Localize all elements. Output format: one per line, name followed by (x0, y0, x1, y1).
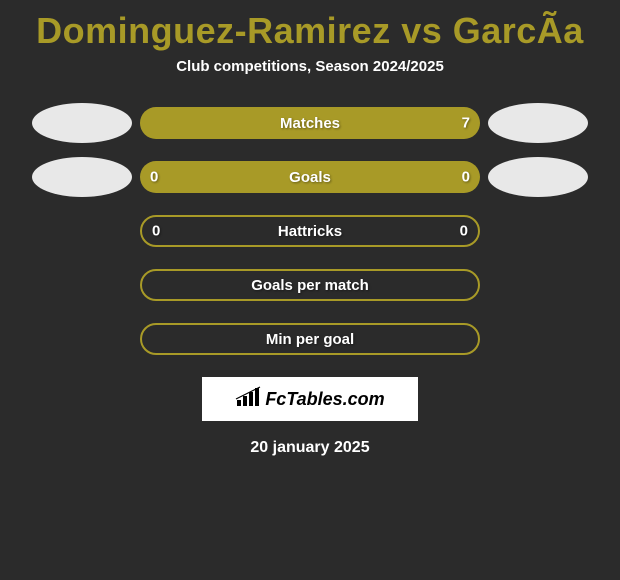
stat-value-left: 0 (150, 169, 158, 186)
stat-label: Min per goal (266, 331, 354, 348)
logo-text: FcTables.com (265, 389, 384, 410)
stat-bar: Matches 7 (140, 107, 480, 139)
stat-label: Goals per match (251, 277, 369, 294)
logo-box: FcTables.com (202, 377, 418, 421)
stat-row: 0 Goals 0 (0, 157, 620, 197)
date-label: 20 january 2025 (0, 439, 620, 457)
stat-label: Goals (289, 169, 331, 186)
page-title: Dominguez-Ramirez vs GarcÃ­a (0, 0, 620, 58)
stat-label: Matches (280, 115, 340, 132)
stat-value-right: 7 (462, 115, 470, 132)
stat-bar: Goals per match (140, 269, 480, 301)
comparison-rows: Matches 7 0 Goals 0 0 Hattricks 0 Goals per matc… (0, 103, 620, 359)
stat-row: Min per goal (0, 319, 620, 359)
stat-value-right: 0 (460, 223, 468, 240)
bar-chart-icon (235, 386, 261, 413)
left-bubble (32, 157, 132, 197)
subtitle: Club competitions, Season 2024/2025 (0, 58, 620, 75)
stat-bar: 0 Hattricks 0 (140, 215, 480, 247)
stat-bar: Min per goal (140, 323, 480, 355)
stat-row: 0 Hattricks 0 (0, 211, 620, 251)
stat-value-right: 0 (462, 169, 470, 186)
stat-row: Goals per match (0, 265, 620, 305)
player-b-name: GarcÃ­a (453, 10, 584, 51)
stat-row: Matches 7 (0, 103, 620, 143)
player-a-name: Dominguez-Ramirez (36, 10, 391, 51)
right-bubble (488, 103, 588, 143)
right-bubble (488, 157, 588, 197)
stat-label: Hattricks (278, 223, 342, 240)
left-bubble (32, 103, 132, 143)
vs-separator: vs (391, 10, 453, 51)
stat-value-left: 0 (152, 223, 160, 240)
stat-bar: 0 Goals 0 (140, 161, 480, 193)
